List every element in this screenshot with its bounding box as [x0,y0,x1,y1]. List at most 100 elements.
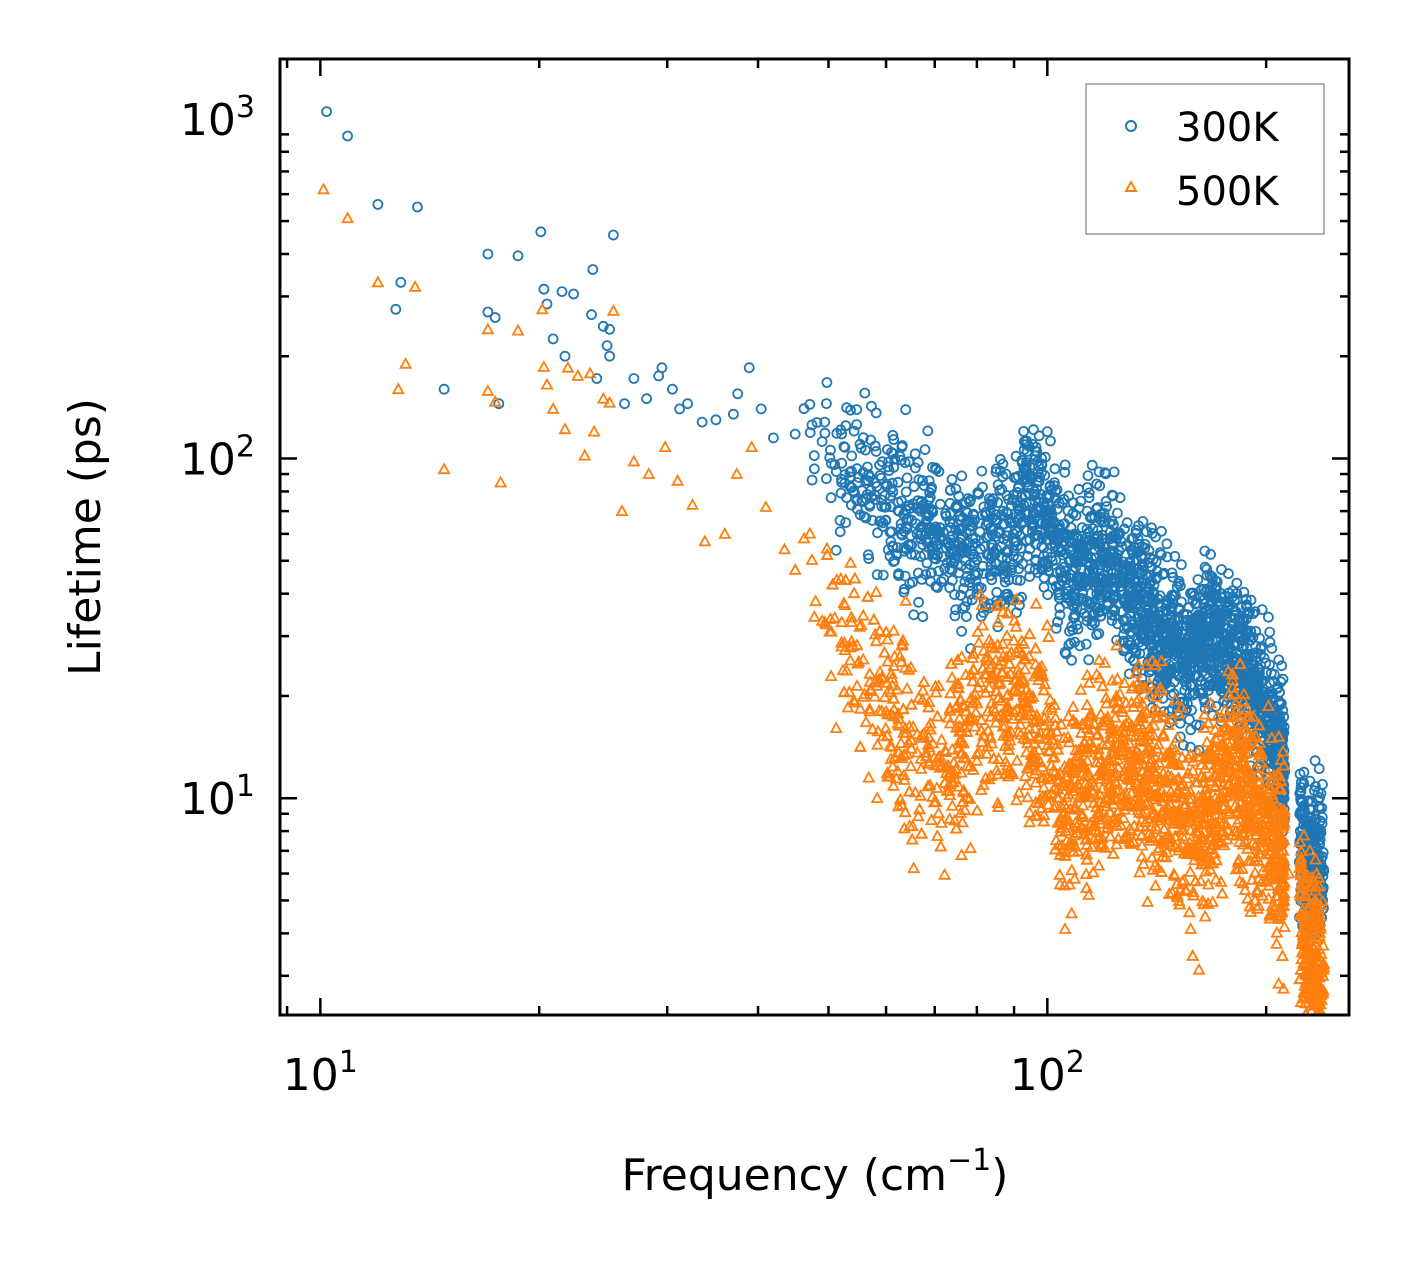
data-point-500K [1312,977,1326,990]
data-point-500K [1017,696,1031,709]
data-point-300K [1137,565,1148,576]
data-point-300K [604,350,615,362]
data-point-300K [1278,721,1290,733]
data-point-300K [653,370,665,382]
data-point-300K [1195,611,1207,622]
data-point-300K [949,552,961,564]
data-point-500K [1226,673,1240,685]
data-point-300K [826,458,837,469]
data-point-500K [1259,847,1273,860]
data-point-500K [829,721,843,733]
data-point-500K [1058,922,1072,934]
data-point-500K [919,745,933,758]
data-point-500K [948,813,962,826]
data-point-300K [885,483,897,495]
data-point-500K [658,440,672,453]
data-point-500K [1065,863,1079,876]
data-point-500K [942,784,956,796]
data-point-500K [1009,793,1024,806]
data-point-500K [978,667,992,680]
data-point-500K [481,384,495,396]
data-point-300K [869,489,881,501]
data-point-500K [1312,950,1326,963]
data-point-300K [1092,602,1104,614]
data-point-500K [1028,721,1042,734]
data-point-300K [901,472,913,484]
data-point-300K [870,407,882,419]
data-point-500K [1253,820,1267,833]
data-point-300K [956,470,968,482]
data-point-300K [949,610,961,622]
data-point-500K [898,805,912,818]
data-point-500K [1148,878,1163,891]
data-point-300K [1081,611,1093,622]
data-point-500K [900,681,914,694]
data-point-300K [1101,533,1113,544]
data-point-500K [1004,724,1018,737]
data-point-300K [949,589,960,600]
data-point-300K [1029,454,1040,466]
data-point-500K [578,448,592,461]
data-point-500K [1075,810,1089,822]
data-point-300K [1038,542,1050,554]
data-point-500K [988,704,1002,717]
data-point-300K [969,551,980,563]
data-point-500K [972,635,986,648]
data-point-500K [1236,694,1250,707]
data-point-300K [1214,646,1226,657]
data-point-300K [983,602,995,614]
data-point-300K [871,569,883,581]
data-point-500K [1104,722,1118,734]
data-point-300K [1081,523,1093,535]
data-point-500K [891,799,905,812]
data-point-300K [489,312,501,323]
data-point-300K [789,428,801,440]
data-point-300K [1277,673,1289,685]
data-point-300K [493,398,505,410]
data-point-500K [1175,874,1189,887]
data-point-300K [1073,571,1085,583]
data-point-300K [872,527,883,539]
data-point-300K [1076,522,1088,533]
data-point-300K [863,553,875,564]
data-point-300K [899,570,911,582]
data-point-500K [923,778,937,791]
data-point-300K [846,450,858,462]
data-point-500K [1272,976,1286,989]
data-point-500K [859,715,873,728]
data-point-500K [1247,853,1261,866]
data-point-300K [804,427,816,439]
data-point-300K [919,444,931,456]
data-point-500K [1265,731,1279,743]
data-point-500K [481,322,495,335]
data-point-500K [759,500,773,512]
data-point-500K [968,687,982,700]
data-point-300K [1073,543,1085,555]
data-point-300K [1119,593,1131,604]
data-point-300K [1273,654,1285,666]
data-point-300K [1007,594,1019,606]
data-point-500K [1019,745,1034,758]
data-point-300K [1109,610,1121,622]
data-point-300K [969,557,981,568]
data-point-500K [923,722,938,735]
data-point-300K [1221,662,1232,674]
data-point-300K [988,546,999,558]
data-point-300K [1049,492,1061,504]
data-point-300K [1070,595,1081,606]
data-point-500K [991,796,1005,809]
data-point-500K [900,746,914,759]
data-point-500K [951,653,965,665]
data-point-300K [1021,509,1032,520]
data-point-500K [1000,629,1014,641]
data-point-500K [960,758,974,771]
data-point-500K [1186,949,1200,961]
data-point-300K [955,589,967,601]
data-point-300K [1170,590,1181,601]
data-point-500K [1122,763,1136,776]
data-point-300K [1118,568,1129,579]
data-point-300K [1107,531,1119,543]
data-point-300K [1039,469,1051,481]
data-point-300K [944,582,956,594]
data-point-300K [1240,613,1252,625]
